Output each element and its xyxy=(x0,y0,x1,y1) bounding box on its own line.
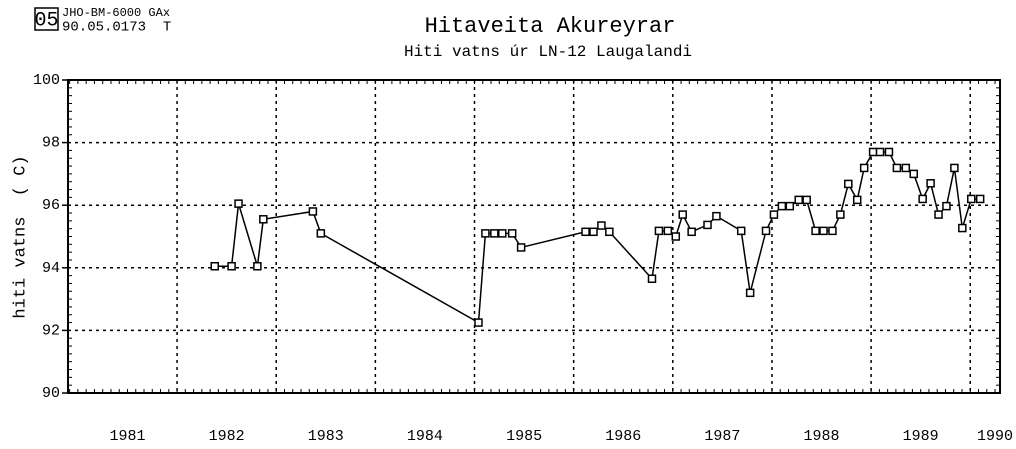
data-point xyxy=(859,163,869,173)
y-tick-label: 98 xyxy=(42,135,60,152)
x-tick-label: 1982 xyxy=(209,428,245,445)
data-point xyxy=(884,147,894,157)
data-point xyxy=(777,201,787,211)
y-axis-label: hiti vatns ( C) xyxy=(11,155,30,318)
data-point xyxy=(507,229,517,238)
badge: 05 xyxy=(34,9,58,32)
chart-subtitle: Hiti vatns úr LN-12 Laugalandi xyxy=(404,43,692,61)
chart-title: Hitaveita Akureyrar xyxy=(425,14,676,39)
data-point xyxy=(210,261,219,271)
y-tick-label: 90 xyxy=(42,385,60,402)
stamp-ref: 90.05.0173 T xyxy=(62,20,171,36)
data-point xyxy=(875,147,885,157)
data-point xyxy=(663,226,673,236)
data-point xyxy=(761,226,771,236)
data-point xyxy=(308,207,318,216)
data-point xyxy=(654,226,664,236)
data-point xyxy=(259,215,268,224)
x-tick-label: 1986 xyxy=(605,428,641,445)
data-point xyxy=(687,227,696,237)
data-point xyxy=(498,229,507,238)
stamp-code: JHO-BM-6000 GAx xyxy=(62,6,170,20)
data-line xyxy=(214,151,981,324)
data-point xyxy=(794,195,803,205)
data-point xyxy=(819,226,828,236)
data-point xyxy=(253,261,262,271)
x-tick-label: 1987 xyxy=(704,428,740,445)
data-point xyxy=(474,318,483,327)
data-point xyxy=(234,199,243,208)
badge-box xyxy=(34,7,59,31)
data-point xyxy=(926,179,935,188)
data-point xyxy=(316,229,326,238)
y-tick-label: 100 xyxy=(33,72,60,89)
y-tick-label: 92 xyxy=(42,322,60,339)
data-point xyxy=(958,223,967,233)
data-point xyxy=(852,195,862,205)
data-point xyxy=(868,147,878,157)
plot-frame xyxy=(67,79,1001,394)
data-point xyxy=(227,261,236,271)
data-point xyxy=(769,210,779,219)
x-tick-label: 1983 xyxy=(308,428,344,445)
data-point xyxy=(892,163,902,173)
data-point xyxy=(918,194,927,204)
data-point xyxy=(678,210,687,219)
data-point xyxy=(828,226,837,236)
x-tick-label: 1981 xyxy=(109,428,145,445)
data-point xyxy=(942,201,951,211)
y-tick-label: 96 xyxy=(42,197,60,214)
data-point xyxy=(975,194,985,204)
data-point xyxy=(802,195,811,205)
data-point xyxy=(950,163,959,173)
data-point xyxy=(785,201,795,211)
x-tick-label: 1990 xyxy=(977,428,1013,445)
data-point xyxy=(901,163,911,173)
data-point xyxy=(481,229,490,238)
data-point xyxy=(581,227,590,237)
data-point xyxy=(597,221,606,230)
y-tick-label: 94 xyxy=(42,260,60,277)
data-point xyxy=(605,227,614,237)
data-point xyxy=(703,220,712,230)
data-point xyxy=(934,210,943,219)
data-point xyxy=(516,243,526,252)
data-point xyxy=(909,169,918,179)
x-tick-label: 1984 xyxy=(407,428,443,445)
data-point xyxy=(589,227,598,237)
x-tick-label: 1985 xyxy=(506,428,542,445)
data-point xyxy=(736,226,746,236)
data-point xyxy=(836,210,845,219)
data-point xyxy=(745,288,755,298)
data-point xyxy=(712,211,721,221)
data-point xyxy=(811,226,820,236)
data-point xyxy=(490,229,499,238)
x-tick-label: 1989 xyxy=(903,428,939,445)
data-point xyxy=(647,274,657,284)
data-point xyxy=(671,232,681,241)
data-point xyxy=(966,194,976,204)
data-point xyxy=(844,179,853,189)
x-tick-label: 1988 xyxy=(804,428,840,445)
